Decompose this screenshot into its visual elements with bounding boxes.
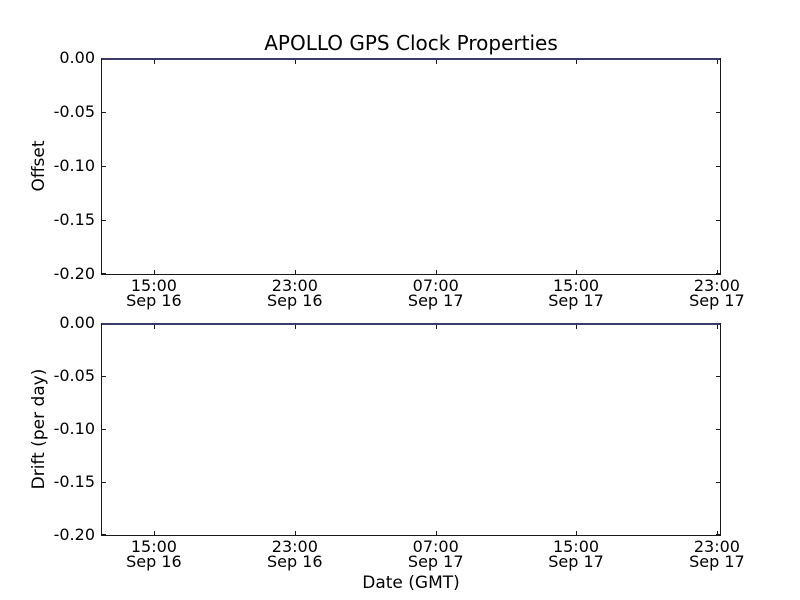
x-tick-label: 23:00 Sep 17 — [689, 276, 745, 310]
x-tick-label: 15:00 Sep 17 — [548, 537, 604, 571]
x-tick-mark — [153, 531, 155, 535]
x-tick-mark — [576, 325, 577, 329]
y-tick-mark — [102, 166, 106, 167]
y-tick-mark — [716, 273, 720, 274]
y-tick-mark — [716, 482, 720, 483]
y-tick-label: -0.10 — [53, 419, 95, 438]
x-tick-label: 15:00 Sep 17 — [548, 276, 604, 310]
y-tick-mark — [102, 534, 106, 535]
x-tick-label: 23:00 Sep 17 — [689, 537, 745, 571]
y-tick-mark — [716, 534, 720, 535]
x-tick-label: 23:00 Sep 16 — [267, 537, 323, 571]
x-tick-mark — [294, 531, 296, 535]
x-tick-mark — [435, 325, 437, 329]
x-tick-mark — [153, 270, 155, 274]
y-axis-label-offset: Offset — [29, 140, 49, 192]
x-tick-mark — [294, 270, 296, 274]
axes-drift: Drift (per day) Date (GMT) 0.00 -0.05 -0.1… — [29, 315, 745, 594]
x-tick-label: 07:00 Sep 17 — [407, 276, 464, 310]
axes-offset: Offset 0.00 -0.05 -0.10 -0.15 -0.20 15:00 Sep… — [29, 50, 745, 309]
y-tick-label: -0.20 — [53, 525, 95, 544]
x-tick-label: 15:00 Sep 16 — [126, 276, 182, 310]
x-tick-mark — [716, 531, 718, 535]
x-tick-label: 23:00 Sep 16 — [267, 276, 323, 310]
x-tick-mark — [435, 270, 437, 274]
y-tick-label: -0.15 — [53, 472, 95, 491]
y-tick-label: -0.10 — [53, 156, 95, 175]
y-tick-mark — [102, 376, 106, 377]
x-tick-mark — [294, 60, 296, 64]
y-tick-label: -0.20 — [53, 264, 95, 283]
x-tick-mark — [576, 60, 577, 64]
x-axis-label-date: Date (GMT) — [362, 573, 460, 593]
x-tick-mark — [435, 531, 437, 535]
x-tick-mark — [153, 60, 155, 64]
y-tick-label: -0.05 — [53, 102, 95, 121]
x-tick-mark — [716, 60, 718, 64]
y-tick-label: -0.15 — [53, 210, 95, 229]
x-tick-mark — [294, 325, 296, 329]
x-tick-mark — [435, 60, 437, 64]
y-tick-mark — [716, 112, 720, 113]
y-tick-label: -0.05 — [53, 366, 95, 385]
y-tick-mark — [102, 273, 106, 274]
x-tick-label: 15:00 Sep 16 — [126, 537, 182, 571]
x-tick-mark — [716, 270, 718, 274]
x-tick-mark — [576, 270, 577, 274]
chart-title: APOLLO GPS Clock Properties — [264, 31, 558, 55]
x-tick-mark — [716, 325, 718, 329]
x-tick-label: 07:00 Sep 17 — [407, 537, 464, 571]
y-axis-label-drift: Drift (per day) — [29, 368, 49, 490]
y-tick-mark — [716, 220, 720, 221]
y-tick-label: 0.00 — [59, 313, 95, 332]
y-tick-mark — [102, 482, 106, 483]
y-tick-mark — [102, 220, 106, 221]
data-series-line — [102, 323, 720, 325]
y-tick-mark — [102, 429, 106, 430]
y-tick-mark — [102, 112, 106, 113]
y-tick-label: 0.00 — [59, 48, 95, 67]
data-series-line — [102, 58, 720, 60]
y-tick-mark — [716, 376, 720, 377]
y-tick-mark — [716, 166, 720, 167]
y-tick-mark — [716, 429, 720, 430]
x-tick-mark — [576, 531, 577, 535]
x-tick-mark — [153, 325, 155, 329]
